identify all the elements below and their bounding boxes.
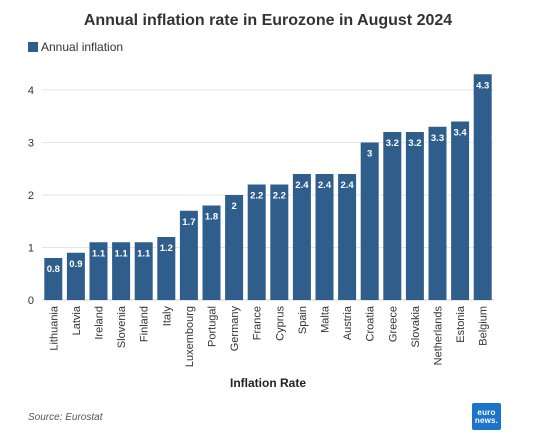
data-label-luxembourg: 1.7 [182,217,195,228]
bar-france [247,184,266,300]
x-tick-label-france: France [252,306,264,340]
x-tick-label-ireland: Ireland [94,306,106,340]
x-tick-label-belgium: Belgium [478,306,490,346]
data-label-croatia: 3 [367,149,372,160]
y-tick-label: 2 [28,190,34,202]
bar-ireland [89,242,108,300]
data-label-spain: 2.4 [295,180,309,191]
legend: Annual inflation [28,40,123,54]
data-label-greece: 3.2 [386,138,399,149]
data-label-cyprus: 2.2 [273,191,286,202]
data-label-slovenia: 1.1 [114,248,128,259]
data-label-latvia: 0.9 [69,259,82,270]
data-label-germany: 2 [231,201,236,212]
y-tick-label: 0 [28,295,34,307]
x-tick-label-finland: Finland [139,306,151,342]
data-label-slovakia: 3.2 [408,138,421,149]
chart-title: Annual inflation rate in Eurozone in Aug… [83,12,453,29]
x-tick-label-netherlands: Netherlands [433,306,445,366]
bar-malta [315,174,334,300]
x-axis-ticks: Lithuania Latvia Ireland Slovenia Finland Ita… [48,305,489,367]
gridlines [42,89,494,301]
x-tick-label-estonia: Estonia [455,305,467,343]
x-tick-label-spain: Spain [297,306,309,334]
logo-text-line2: news. [474,415,499,425]
bar-greece [383,132,402,300]
bar-germany [225,195,244,300]
x-tick-label-germany: Germany [229,306,241,352]
data-labels: 0.8 0.9 1.1 1.1 1.1 1.2 1.7 1.8 2 2.2 2.2 2.4 2.4 2.4… [47,80,490,275]
bar-finland [134,242,153,300]
x-tick-label-croatia: Croatia [365,305,377,341]
bar-lithuania [44,258,63,300]
bar-cyprus [270,184,289,300]
x-tick-label-slovakia: Slovakia [410,305,422,347]
bar-italy [157,237,176,300]
data-label-portugal: 1.8 [205,212,218,223]
data-label-france: 2.2 [250,191,263,202]
x-tick-label-latvia: Latvia [71,305,83,335]
bar-estonia [451,121,470,300]
legend-swatch [28,42,38,52]
data-label-ireland: 1.1 [92,248,106,259]
x-tick-label-portugal: Portugal [207,306,219,347]
y-tick-label: 1 [28,243,34,255]
bar-slovakia [405,132,424,300]
x-tick-label-greece: Greece [387,306,399,342]
x-tick-label-lithuania: Lithuania [48,305,60,351]
data-label-netherlands: 3.3 [431,133,444,144]
data-label-lithuania: 0.8 [47,264,60,275]
x-tick-label-austria: Austria [342,305,354,340]
bar-spain [292,174,311,300]
y-tick-label: 4 [28,85,34,97]
y-tick-label: 3 [28,138,34,150]
y-axis-ticks: 0 1 2 3 4 [28,85,34,307]
x-tick-label-luxembourg: Luxembourg [184,306,196,367]
legend-label-annual-inflation: Annual inflation [41,40,124,54]
bar-austria [338,174,357,300]
x-tick-label-cyprus: Cyprus [274,306,286,341]
x-tick-label-italy: Italy [161,306,173,327]
bar-slovenia [112,242,131,300]
data-label-austria: 2.4 [340,180,354,191]
bar-netherlands [428,126,447,300]
source-note: Source: Eurostat [28,412,103,423]
bar-belgium [473,74,492,300]
x-tick-label-slovenia: Slovenia [116,305,128,348]
x-axis-label: Inflation Rate [230,376,306,390]
x-tick-label-malta: Malta [320,305,332,333]
data-label-malta: 2.4 [318,180,332,191]
data-label-estonia: 3.4 [453,128,467,139]
logo-text-line1: euro [477,407,496,417]
data-label-finland: 1.1 [137,248,151,259]
bar-luxembourg [179,210,198,300]
euronews-logo: euro news. [472,403,501,430]
bar-latvia [66,252,85,300]
bar-croatia [360,142,379,300]
bar-portugal [202,205,221,300]
data-label-belgium: 4.3 [476,80,489,91]
bars [44,74,492,300]
data-label-italy: 1.2 [160,243,173,254]
